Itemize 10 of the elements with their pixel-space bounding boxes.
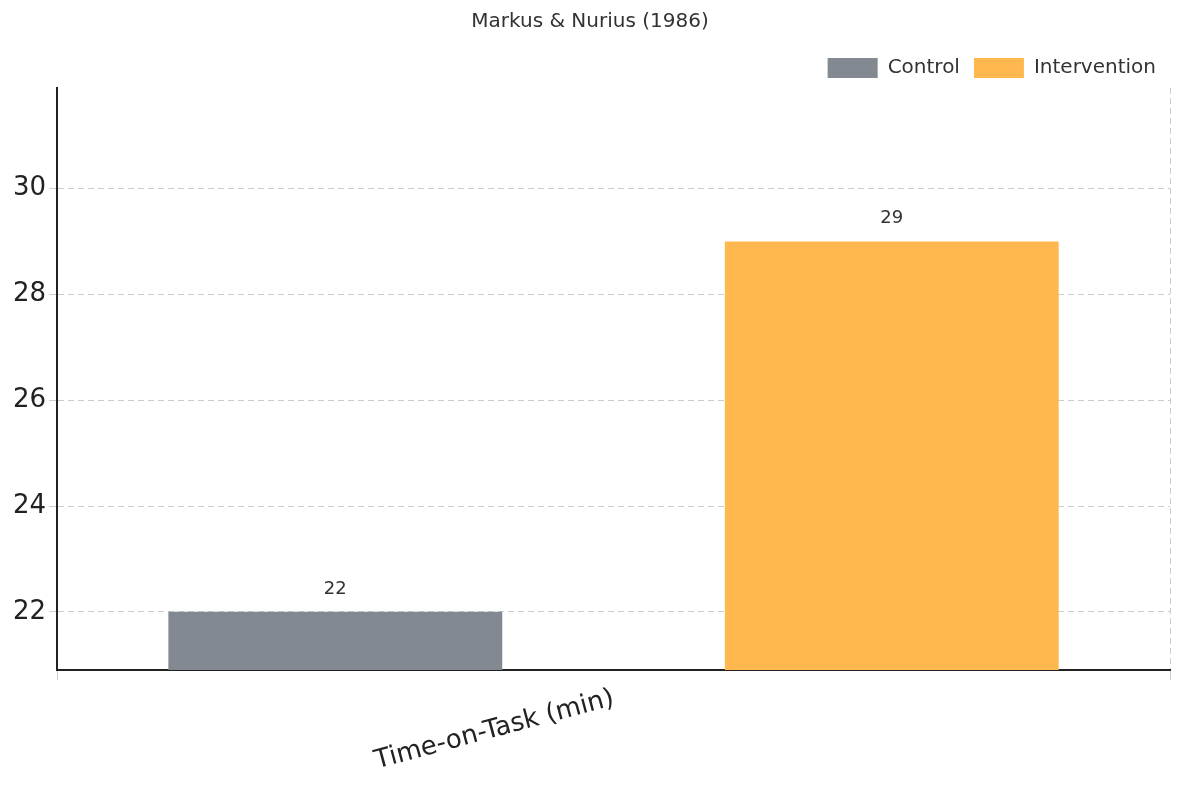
y-tick-label: 26: [12, 382, 47, 413]
legend-label: Intervention: [1033, 54, 1157, 79]
y-tick-label: 30: [12, 171, 47, 202]
y-tick-label: 24: [12, 488, 47, 519]
chart-title: Markus & Nurius (1986): [471, 8, 709, 33]
data-label: 29: [880, 206, 904, 228]
data-label: 22: [323, 576, 347, 598]
y-tick-label: 28: [12, 277, 47, 308]
legend-label: Control: [887, 54, 960, 79]
y-tick-label: 22: [12, 594, 47, 625]
